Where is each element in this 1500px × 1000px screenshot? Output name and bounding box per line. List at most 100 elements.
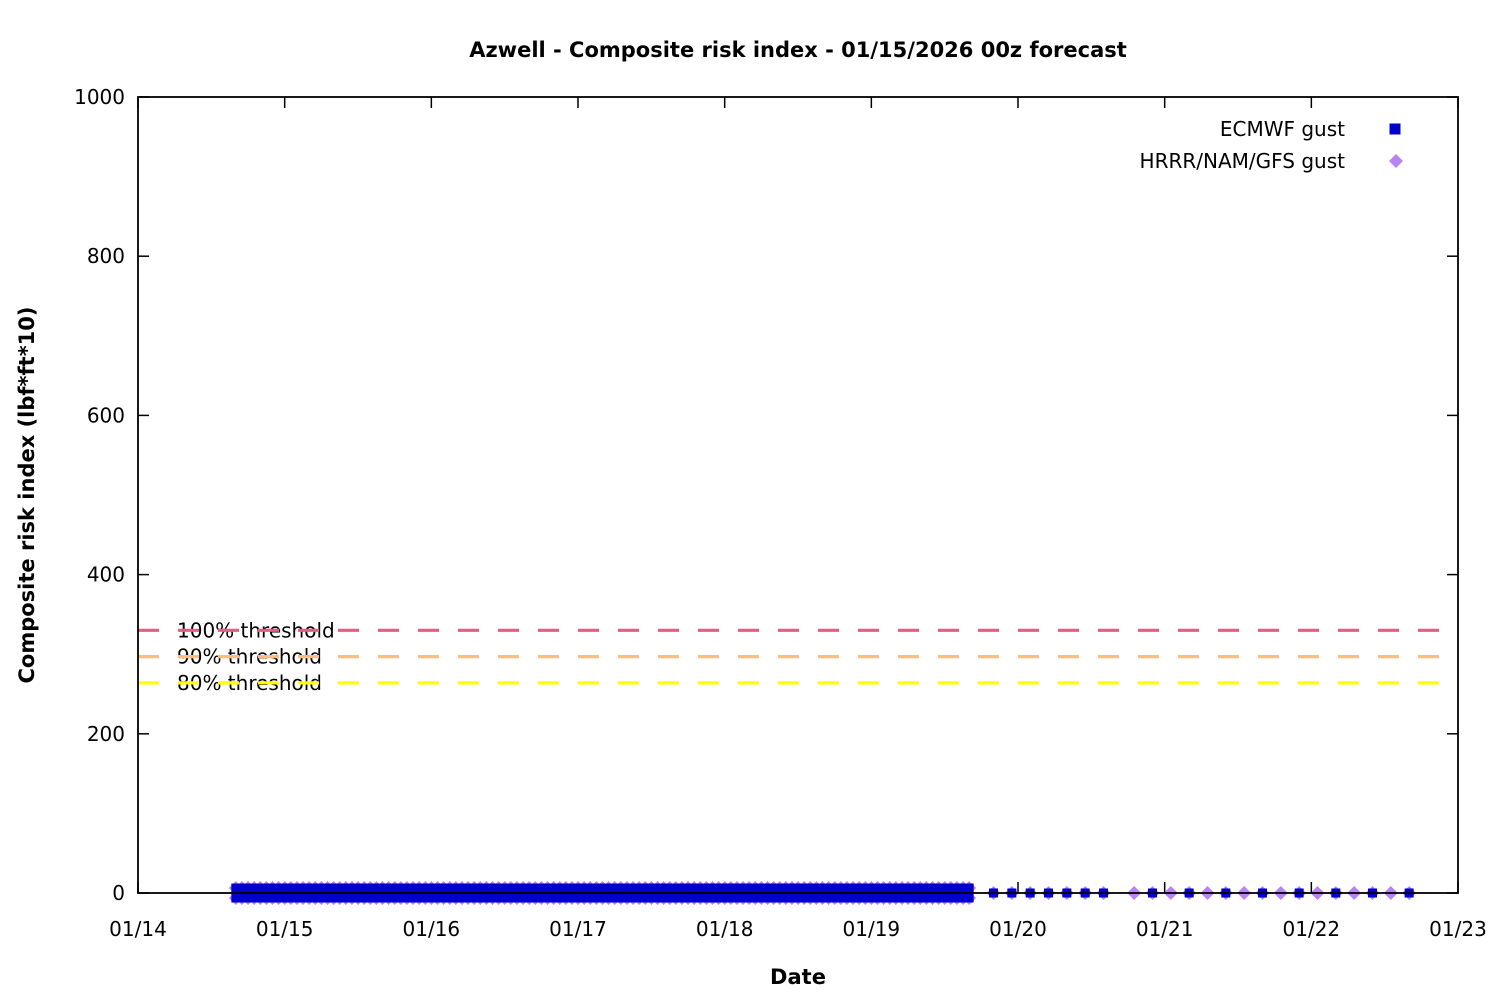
point-ecmwf-gust: [903, 893, 913, 903]
point-ecmwf-gust: [335, 883, 345, 893]
point-ecmwf-gust: [860, 893, 870, 903]
point-ecmwf-gust: [750, 883, 760, 893]
point-ecmwf-gust: [610, 883, 620, 893]
x-tick-label: 01/20: [989, 917, 1047, 941]
x-tick-label: 01/15: [256, 917, 314, 941]
point-ecmwf-gust: [585, 883, 595, 893]
point-ecmwf-gust: [377, 883, 387, 893]
point-ecmwf-gust: [243, 883, 253, 893]
legend-label-ecmwf: ECMWF gust: [1220, 117, 1345, 141]
point-ecmwf-gust: [561, 893, 571, 903]
point-ecmwf-gust: [726, 893, 736, 903]
point-ecmwf-gust: [475, 883, 485, 893]
point-ecmwf-gust: [359, 883, 369, 893]
point-ecmwf-gust: [652, 883, 662, 893]
point-ecmwf-gust: [231, 883, 241, 893]
point-ecmwf-gust: [579, 883, 589, 893]
point-ecmwf-gust: [817, 883, 827, 893]
point-ecmwf-gust: [683, 883, 693, 893]
point-ecmwf-gust: [842, 893, 852, 903]
point-ecmwf-gust: [891, 883, 901, 893]
point-ecmwf-gust: [866, 883, 876, 893]
point-ecmwf-gust: [689, 883, 699, 893]
point-ecmwf-gust: [811, 883, 821, 893]
point-ecmwf-gust: [255, 893, 265, 903]
point-ecmwf-gust: [390, 883, 400, 893]
point-ecmwf-gust: [787, 893, 797, 903]
point-ecmwf-gust: [420, 893, 430, 903]
point-ecmwf-gust: [689, 893, 699, 903]
point-ecmwf-gust: [329, 883, 339, 893]
point-ecmwf-gust: [879, 893, 889, 903]
y-tick-label: 800: [87, 244, 125, 268]
point-ecmwf-gust: [665, 883, 675, 893]
point-ecmwf-gust: [854, 883, 864, 893]
point-ecmwf-gust: [677, 893, 687, 903]
point-ecmwf-gust: [335, 893, 345, 903]
point-ecmwf-gust: [231, 893, 241, 903]
point-ecmwf-gust: [921, 893, 931, 903]
point-ecmwf-gust: [842, 883, 852, 893]
point-ecmwf-gust: [799, 883, 809, 893]
point-ecmwf-gust: [915, 893, 925, 903]
point-ecmwf-gust: [799, 893, 809, 903]
point-ecmwf-gust: [506, 893, 516, 903]
point-ecmwf-gust: [695, 893, 705, 903]
point-ecmwf-gust: [280, 883, 290, 893]
point-ecmwf-gust: [286, 883, 296, 893]
point-ecmwf-gust: [426, 893, 436, 903]
point-ecmwf-gust: [915, 883, 925, 893]
y-tick-label: 1000: [74, 85, 125, 109]
point-ecmwf-gust: [958, 893, 968, 903]
point-ecmwf-gust: [805, 893, 815, 903]
point-ecmwf-gust: [524, 883, 534, 893]
point-ecmwf-gust: [781, 883, 791, 893]
point-ecmwf-gust: [732, 883, 742, 893]
point-ecmwf-gust: [921, 883, 931, 893]
point-ecmwf-gust: [500, 893, 510, 903]
point-ecmwf-gust: [726, 883, 736, 893]
point-ecmwf-gust: [280, 893, 290, 903]
point-ecmwf-gust: [359, 893, 369, 903]
y-tick-label: 400: [87, 563, 125, 587]
point-ecmwf-gust: [934, 893, 944, 903]
point-ecmwf-gust: [604, 893, 614, 903]
point-ecmwf-gust: [402, 883, 412, 893]
point-ecmwf-gust: [714, 893, 724, 903]
x-axis-label: Date: [770, 965, 826, 989]
point-ecmwf-gust: [756, 893, 766, 903]
point-ecmwf-gust: [817, 893, 827, 903]
x-tick-label: 01/16: [403, 917, 461, 941]
point-ecmwf-gust: [885, 883, 895, 893]
point-ecmwf-gust: [347, 883, 357, 893]
point-ecmwf-gust: [824, 883, 834, 893]
point-ecmwf-gust: [591, 893, 601, 903]
point-ecmwf-gust: [683, 893, 693, 903]
point-ecmwf-gust: [500, 883, 510, 893]
point-ecmwf-gust: [487, 883, 497, 893]
point-ecmwf-gust: [769, 893, 779, 903]
point-ecmwf-gust: [353, 893, 363, 903]
point-ecmwf-gust: [530, 883, 540, 893]
point-ecmwf-gust: [426, 883, 436, 893]
point-ecmwf-gust: [237, 883, 247, 893]
point-ecmwf-gust: [622, 883, 632, 893]
point-ecmwf-gust: [267, 883, 277, 893]
point-ecmwf-gust: [371, 893, 381, 903]
point-ecmwf-gust: [377, 893, 387, 903]
point-ecmwf-gust: [677, 883, 687, 893]
point-ecmwf-gust: [616, 893, 626, 903]
point-ecmwf-gust: [659, 893, 669, 903]
legend-marker-square-icon: [1389, 123, 1401, 135]
point-ecmwf-gust: [946, 893, 956, 903]
point-ecmwf-gust: [420, 883, 430, 893]
point-ecmwf-gust: [848, 883, 858, 893]
point-ecmwf-gust: [463, 893, 473, 903]
point-ecmwf-gust: [744, 883, 754, 893]
point-ecmwf-gust: [775, 883, 785, 893]
point-ecmwf-gust: [909, 883, 919, 893]
point-ecmwf-gust: [952, 883, 962, 893]
point-ecmwf-gust: [604, 883, 614, 893]
point-ecmwf-gust: [487, 893, 497, 903]
